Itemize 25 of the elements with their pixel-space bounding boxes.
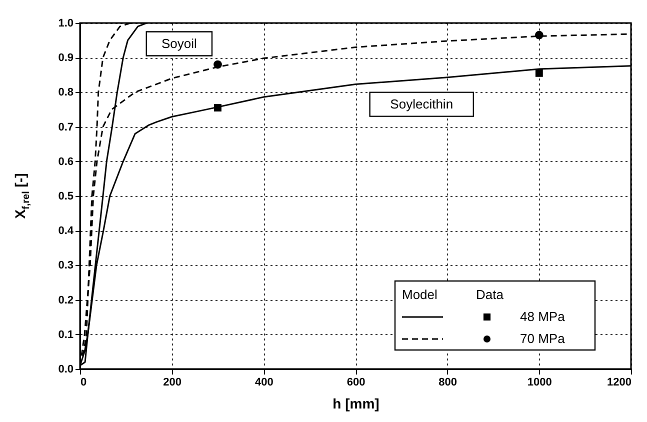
x-tick-label: 800 (438, 376, 458, 388)
x-tick-label: 600 (346, 376, 366, 388)
x-tick-label: 1000 (527, 376, 552, 388)
y-tick-label: 0.7 (58, 121, 74, 134)
legend-title: Model (402, 287, 438, 302)
y-tick-label: 0.1 (58, 328, 74, 341)
y-tick-label: 0.9 (58, 52, 74, 64)
y-tick-label: 0.2 (58, 294, 74, 306)
y-tick-label: 0.6 (58, 156, 74, 168)
x-tick-label: 0 (80, 376, 87, 388)
y-tick-label: 0.8 (58, 86, 74, 99)
x-tick-label: 400 (254, 376, 274, 388)
legend-label: 70 MPa (520, 331, 566, 346)
annotation: Soylecithin (390, 96, 454, 112)
y-tick-label: 0.0 (58, 364, 74, 376)
x-tick-label: 200 (163, 376, 182, 388)
annotation: Data (476, 287, 504, 302)
x-tick-label: 1200 (607, 376, 632, 388)
x-axis-title: h [mm] (332, 396, 380, 412)
y-tick-label: 0.3 (58, 260, 74, 272)
y-tick-label: 0.5 (58, 190, 74, 202)
annotation: Soyoil (161, 36, 197, 51)
y-tick-label: 1.0 (58, 18, 74, 30)
legend-label: 48 MPa (520, 309, 566, 324)
y-tick-label: 0.4 (58, 225, 74, 238)
